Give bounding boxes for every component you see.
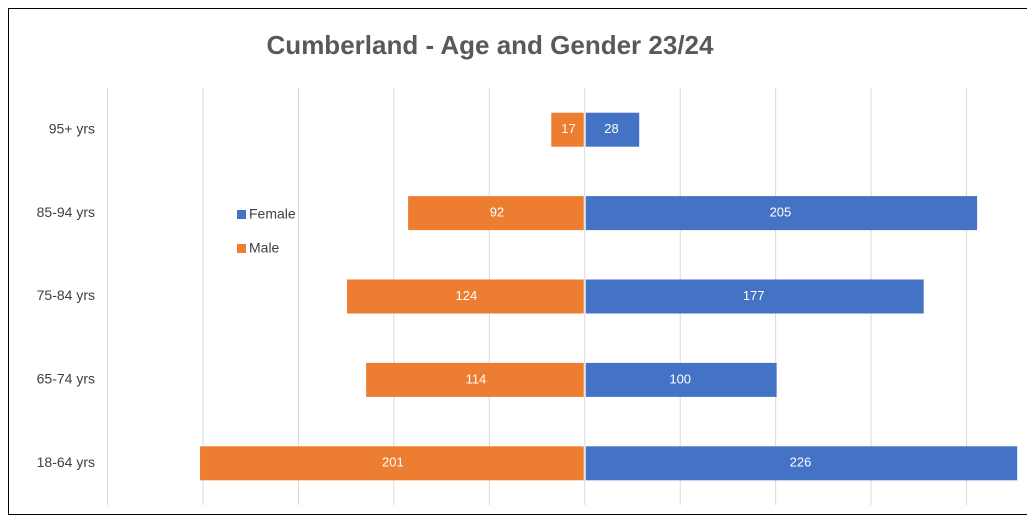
data-label: 100 [669, 371, 691, 386]
chart-title: Cumberland - Age and Gender 23/24 [267, 30, 714, 60]
y-tick-label: 95+ yrs [49, 120, 95, 136]
bar [200, 446, 584, 481]
bar [551, 112, 584, 147]
data-label: 205 [770, 205, 792, 220]
y-tick-label: 18-64 yrs [37, 454, 95, 470]
y-tick-label: 85-94 yrs [37, 204, 95, 220]
data-label: 92 [490, 205, 504, 220]
bar [585, 196, 978, 231]
data-label: 28 [604, 121, 618, 136]
bar [366, 362, 584, 397]
bar [585, 446, 1018, 481]
data-label: 226 [790, 455, 812, 470]
data-label: 17 [561, 121, 575, 136]
bar [585, 362, 777, 397]
legend-swatch [237, 210, 246, 219]
bar [585, 112, 640, 147]
data-label: 124 [456, 288, 478, 303]
legend-swatch [237, 244, 246, 253]
chart-frame [8, 8, 1027, 515]
data-label: 114 [466, 371, 487, 386]
data-label: 201 [382, 455, 404, 470]
y-tick-label: 65-74 yrs [37, 371, 95, 387]
y-tick-label: 75-84 yrs [37, 287, 95, 303]
data-label: 177 [743, 288, 765, 303]
bar [585, 279, 924, 314]
bar [347, 279, 584, 314]
legend-label: Female [249, 206, 296, 222]
bar [408, 196, 584, 231]
legend-label: Male [249, 240, 280, 256]
